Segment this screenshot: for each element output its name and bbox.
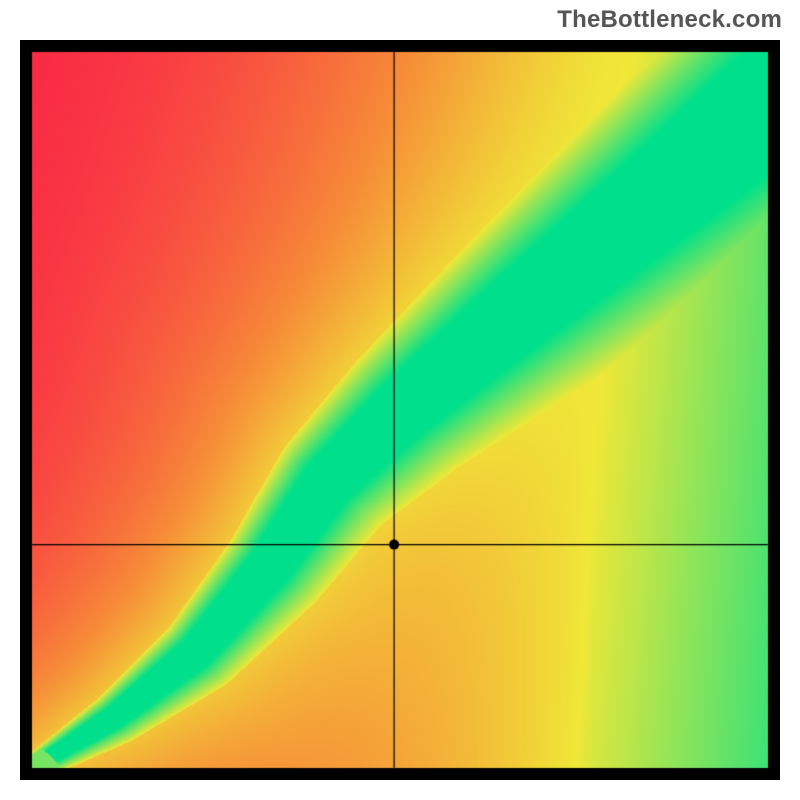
watermark-text: TheBottleneck.com: [557, 6, 782, 34]
heatmap-canvas: [20, 40, 780, 780]
heatmap-plot: [20, 40, 780, 780]
chart-container: { "watermark": { "text": "TheBottleneck.…: [0, 0, 800, 800]
